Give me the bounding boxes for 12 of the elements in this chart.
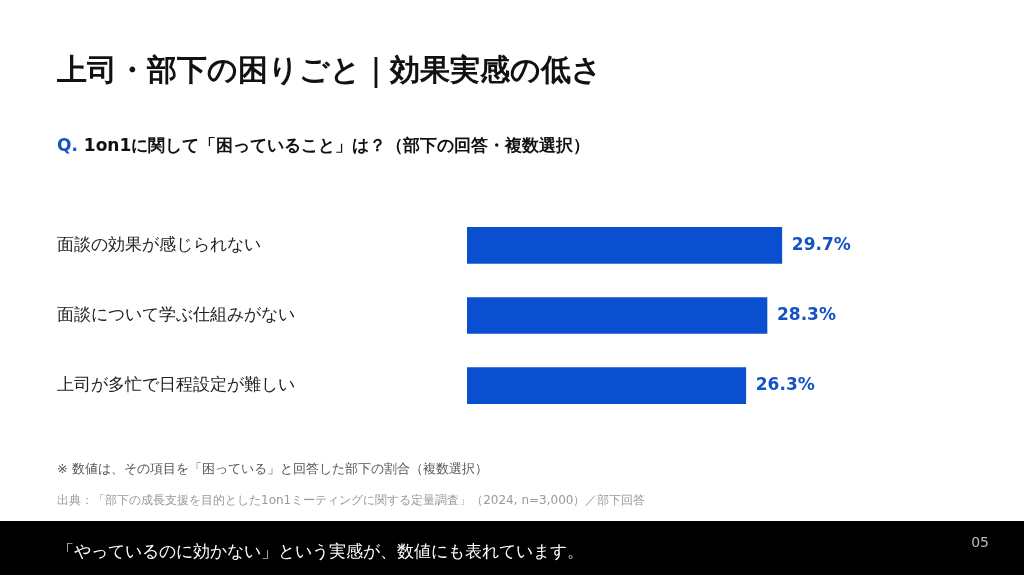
y-tick-label: 面談について学ぶ仕組みがない xyxy=(57,303,295,324)
text: Q. 1on1に関して「困っていること」は？（部下の回答・複数選択） xyxy=(57,134,591,157)
y-tick-label: 面談の効果が感じられない xyxy=(57,233,261,254)
text: ※ 数値は、その項目を「困っている」と回答した部下の割合（複数選択） xyxy=(57,460,489,478)
text: 「やっているのに効かない」という実感が、数値にも表れています。 xyxy=(57,540,584,563)
data-label: 28.3% xyxy=(776,303,836,324)
text: 05 xyxy=(971,534,989,550)
chart-title: 上司・部下の困りごと｜効果実感の低さ xyxy=(57,51,602,90)
y-tick-label: 上司が多忙で日程設定が難しい xyxy=(57,374,295,395)
data-label: 29.7% xyxy=(791,233,851,254)
data-label: 26.3% xyxy=(755,374,815,395)
source-note: 出典：「部下の成長支援を目的とした1on1ミーティングに関する定量調査」（2024, n=3,000）／部下回答 xyxy=(57,492,646,509)
